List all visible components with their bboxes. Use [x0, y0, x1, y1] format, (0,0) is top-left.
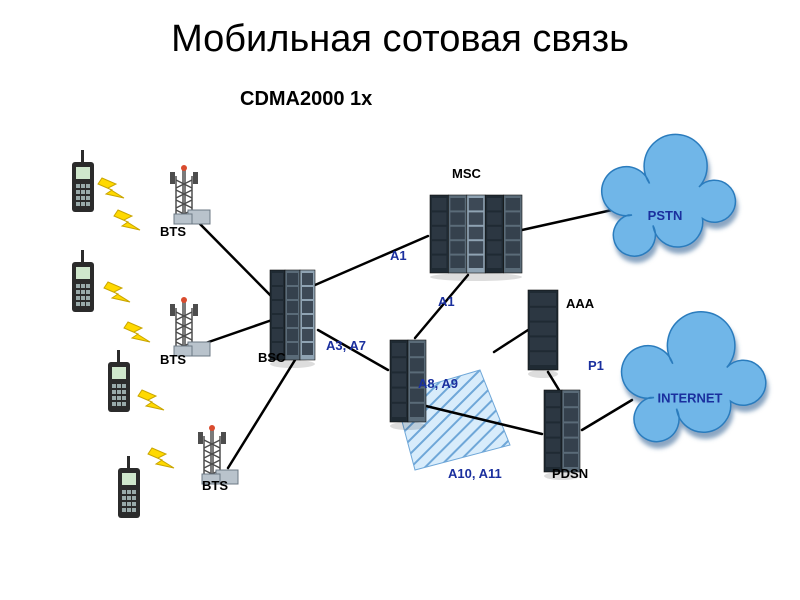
- signal-icon: [114, 210, 140, 230]
- signal-icon: [104, 282, 130, 302]
- phone-icon: [118, 456, 140, 518]
- server-rack-icon: [544, 390, 580, 480]
- bts-tower-icon: [170, 165, 210, 224]
- svg-text:BSC: BSC: [258, 350, 286, 365]
- svg-text:AAA: AAA: [566, 296, 595, 311]
- bts-tower-icon: [198, 425, 238, 484]
- svg-text:MSC: MSC: [452, 166, 482, 181]
- signal-icon: [148, 448, 174, 468]
- svg-text:A1: A1: [390, 248, 407, 263]
- svg-text:PDSN: PDSN: [552, 466, 588, 481]
- phone-icon: [108, 350, 130, 412]
- signal-icon: [98, 178, 124, 198]
- diagram-stage: Мобильная сотовая связь CDMA2000 1x PSTN…: [0, 0, 800, 600]
- svg-text:PSTN: PSTN: [648, 208, 683, 223]
- signal-icon: [124, 322, 150, 342]
- svg-text:A10, A11: A10, A11: [448, 466, 502, 481]
- diagram-subtitle: CDMA2000 1x: [240, 88, 372, 111]
- svg-text:BTS: BTS: [160, 352, 186, 367]
- cloud-icon: PSTN: [602, 134, 736, 256]
- page-title: Мобильная сотовая связь: [0, 18, 800, 61]
- diagram-canvas: PSTN INTERNET A1 A3, A7 A1 A8, A9 P1 A10, A11 B…: [0, 0, 800, 600]
- phone-icon: [72, 250, 94, 312]
- bts-tower-icon: [170, 297, 210, 356]
- svg-text:A8, A9: A8, A9: [418, 376, 458, 391]
- server-rack-icon: [528, 290, 558, 378]
- cloud-icon: INTERNET: [622, 312, 766, 442]
- svg-text:BTS: BTS: [202, 478, 228, 493]
- svg-text:BTS: BTS: [160, 224, 186, 239]
- server-rack-icon: [390, 340, 426, 430]
- svg-text:INTERNET: INTERNET: [658, 391, 723, 406]
- svg-text:P1: P1: [588, 358, 604, 373]
- svg-text:A1: A1: [438, 294, 455, 309]
- server-rack-icon: [270, 270, 315, 368]
- signal-icon: [138, 390, 164, 410]
- server-rack-icon: [430, 195, 522, 281]
- phone-icon: [72, 150, 94, 212]
- svg-text:A3, A7: A3, A7: [326, 338, 366, 353]
